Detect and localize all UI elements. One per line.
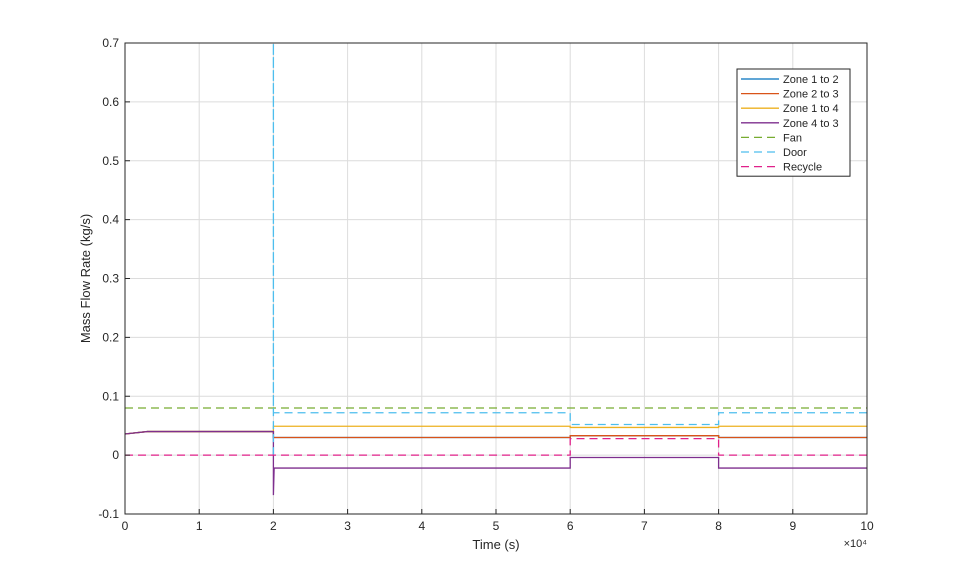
x-tick-label: 6 [567,519,574,533]
x-axis-label: Time (s) [472,537,519,552]
series-line-recycle [125,437,867,456]
y-tick-label: 0.4 [102,213,119,227]
legend-entry: Door [783,147,807,159]
x-tick-label: 8 [715,519,722,533]
legend-entry: Zone 4 to 3 [783,118,839,130]
x-tick-label: 3 [344,519,351,533]
ticks: 0 1 2 3 4 5 6 7 8 9 10-0.100.10.20.30.40.50.60.7 [98,36,874,533]
legend-entry: Zone 1 to 4 [783,103,839,115]
x-tick-label: 0 [122,519,129,533]
y-tick-label: 0.1 [102,389,119,403]
series-line-door [272,43,867,456]
y-tick-label: 0.2 [102,330,119,344]
x-tick-label: 9 [789,519,796,533]
y-axis-label: Mass Flow Rate (kg/s) [78,214,93,343]
y-tick-label: 0.6 [102,95,119,109]
series-line-zone-4-to-3 [124,430,867,496]
y-tick-label: 0.3 [102,272,119,286]
legend-entry: Zone 2 to 3 [783,89,839,101]
x-tick-label: 7 [641,519,648,533]
legend-entry: Recycle [783,162,822,174]
x-tick-label: 10 [860,519,874,533]
x-tick-label: 5 [493,519,500,533]
y-tick-label: -0.1 [98,507,119,521]
y-tick-label: 0 [112,448,119,462]
legend: Zone 1 to 2 Zone 2 to 3 Zone 1 to 4 Zone 4 … [736,68,851,177]
x-tick-label: 1 [196,519,203,533]
y-tick-label: 0.7 [102,36,119,50]
y-tick-label: 0.5 [102,154,119,168]
legend-entry: Fan [783,132,802,144]
legend-box [736,68,851,177]
series-group [124,43,867,496]
x-tick-label: 4 [418,519,425,533]
x-tick-label: 2 [270,519,277,533]
x-exponent-label: ×10⁴ [844,538,868,550]
legend-entry: Zone 1 to 2 [783,74,839,86]
